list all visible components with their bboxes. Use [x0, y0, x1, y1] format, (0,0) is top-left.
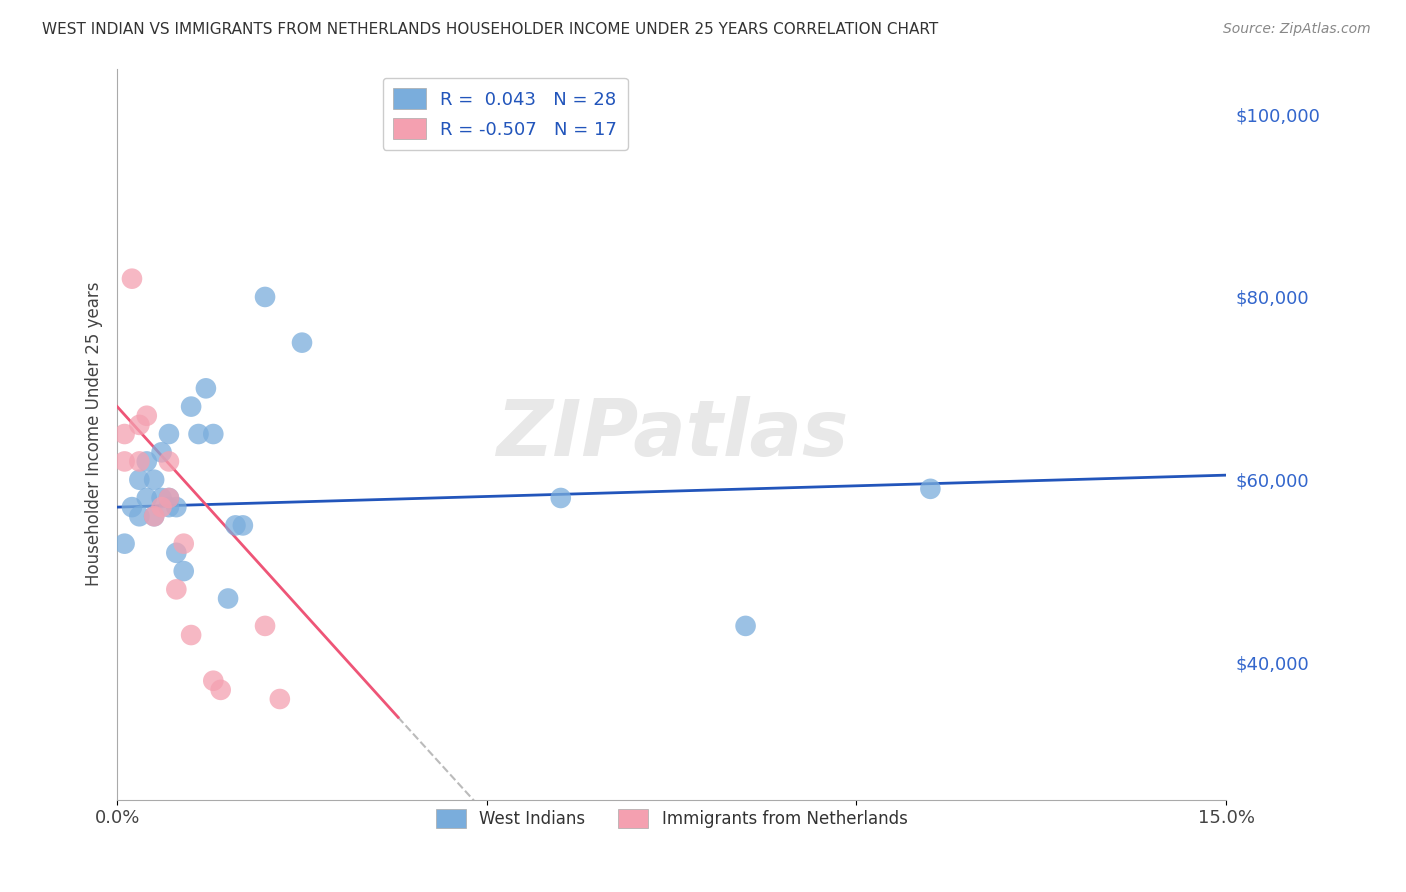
Point — [150, 445, 173, 459]
Point — [135, 454, 157, 468]
Point — [128, 473, 150, 487]
Point — [217, 591, 239, 606]
Point — [202, 427, 225, 442]
Point — [550, 491, 572, 505]
Point — [254, 290, 277, 304]
Point — [150, 500, 173, 515]
Point — [114, 536, 136, 550]
Point — [291, 335, 314, 350]
Point — [173, 536, 195, 550]
Point — [173, 564, 195, 578]
Point — [114, 427, 136, 442]
Point — [180, 628, 202, 642]
Point — [734, 619, 756, 633]
Point — [135, 409, 157, 423]
Point — [135, 491, 157, 505]
Point — [121, 500, 143, 515]
Point — [187, 427, 209, 442]
Point — [202, 673, 225, 688]
Point — [165, 546, 187, 560]
Point — [180, 400, 202, 414]
Point — [121, 271, 143, 285]
Text: Source: ZipAtlas.com: Source: ZipAtlas.com — [1223, 22, 1371, 37]
Point — [224, 518, 246, 533]
Point — [128, 454, 150, 468]
Point — [157, 454, 180, 468]
Point — [165, 500, 187, 515]
Point — [269, 692, 291, 706]
Point — [920, 482, 942, 496]
Point — [209, 682, 232, 697]
Point — [157, 500, 180, 515]
Point — [128, 417, 150, 432]
Point — [157, 427, 180, 442]
Point — [157, 491, 180, 505]
Point — [194, 381, 217, 395]
Y-axis label: Householder Income Under 25 years: Householder Income Under 25 years — [86, 282, 103, 586]
Point — [143, 473, 166, 487]
Legend: West Indians, Immigrants from Netherlands: West Indians, Immigrants from Netherland… — [429, 803, 914, 835]
Point — [114, 454, 136, 468]
Text: ZIPatlas: ZIPatlas — [495, 396, 848, 472]
Point — [128, 509, 150, 524]
Point — [254, 619, 277, 633]
Point — [157, 491, 180, 505]
Point — [165, 582, 187, 597]
Point — [232, 518, 254, 533]
Point — [143, 509, 166, 524]
Point — [143, 509, 166, 524]
Text: WEST INDIAN VS IMMIGRANTS FROM NETHERLANDS HOUSEHOLDER INCOME UNDER 25 YEARS COR: WEST INDIAN VS IMMIGRANTS FROM NETHERLAN… — [42, 22, 938, 37]
Point — [150, 491, 173, 505]
